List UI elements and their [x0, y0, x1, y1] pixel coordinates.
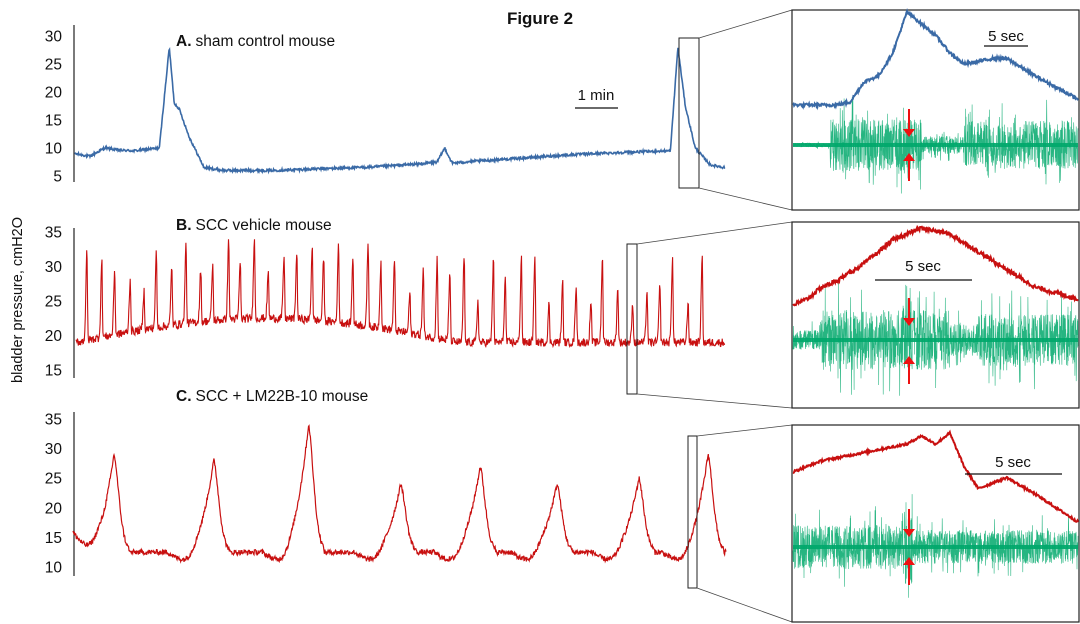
panel-b: B. SCC vehicle mouse 35 30 25 20 15 5 sec — [45, 217, 1080, 409]
panel-a-pressure-trace — [74, 47, 726, 175]
panel-c-letter: C. — [176, 388, 192, 405]
panel-c-y-tick-label: 10 — [45, 560, 63, 577]
panel-b-inset-arrows — [903, 298, 915, 384]
panel-c-pressure-trace — [72, 424, 727, 564]
panel-b-inset-frame — [791, 221, 1080, 409]
panel-a-letter: A. — [176, 33, 192, 50]
panel-a-y-tick-label: 25 — [45, 57, 62, 74]
down-arrow-head — [903, 529, 915, 537]
panel-a-y-tick-label: 15 — [45, 113, 62, 130]
panel-a-inset-arrows — [903, 109, 915, 181]
panel-c-label: C. SCC + LM22B-10 mouse — [176, 388, 368, 405]
panel-a: A. sham control mouse 30 25 20 15 10 5 1 min 5… — [45, 7, 1080, 211]
panel-b-inset-pressure-trace — [792, 224, 1079, 307]
panel-c-zoom-box — [687, 435, 698, 589]
panel-b-zoom-connector-top — [636, 221, 793, 245]
panel-b-zoom-connector-bottom — [636, 393, 793, 409]
panel-a-inset-scale-bar-label: 5 sec — [988, 28, 1024, 45]
up-arrow-head — [903, 557, 915, 565]
panel-c-inset-emg-trace — [792, 494, 1079, 598]
panel-b-label: B. SCC vehicle mouse — [176, 217, 332, 234]
panel-a-zoom-connector-top — [698, 9, 793, 39]
panel-a-label: A. sham control mouse — [176, 33, 335, 50]
panel-a-zoom-connector-bottom — [698, 187, 793, 211]
panel-b-y-tick-label: 15 — [45, 363, 62, 380]
panel-c-y-tick-label: 15 — [45, 530, 62, 547]
panel-a-y-tick-label: 10 — [45, 141, 63, 158]
panel-b-y-tick-label: 35 — [45, 225, 62, 242]
panel-c-zoom-connector-top — [696, 424, 793, 437]
panel-a-inset-frame — [791, 9, 1080, 211]
y-axis-label: bladder pressure, cmH2O — [10, 217, 26, 383]
panel-c-y-tick-label: 25 — [45, 471, 62, 488]
panel-c-title: SCC + LM22B-10 mouse — [196, 388, 369, 405]
down-arrow-head — [903, 129, 915, 137]
panel-b-title: SCC vehicle mouse — [196, 217, 332, 234]
panel-a-title: sham control mouse — [196, 33, 336, 50]
up-arrow-head — [903, 153, 915, 161]
panel-a-inset-pressure-trace — [792, 7, 1079, 111]
panel-b-pressure-trace — [75, 239, 726, 349]
panel-a-y-ticks: 30 25 20 15 10 5 — [45, 29, 63, 186]
panel-c-y-ticks: 35 30 25 20 15 10 — [45, 412, 63, 577]
down-arrow-head — [903, 318, 915, 326]
panel-c-y-tick-label: 20 — [45, 500, 63, 517]
figure-title: Figure 2 — [507, 9, 573, 28]
panel-b-letter: B. — [176, 217, 192, 234]
panel-b-zoom-box — [626, 243, 638, 395]
up-arrow-head — [903, 356, 915, 364]
panel-a-y-tick-label: 5 — [53, 169, 62, 186]
panel-c-y-tick-label: 35 — [45, 412, 62, 429]
panel-b-y-ticks: 35 30 25 20 15 — [45, 225, 63, 380]
panel-c: C. SCC + LM22B-10 mouse 35 30 25 20 15 10 5 se… — [45, 388, 1080, 623]
panel-b-y-tick-label: 25 — [45, 294, 62, 311]
emg-signal — [792, 283, 1079, 396]
panel-b-inset-scale-bar-label: 5 sec — [905, 258, 941, 275]
panel-a-scale-bar-label: 1 min — [578, 87, 615, 104]
panel-a-zoom-box — [678, 37, 700, 189]
panel-a-inset-emg-trace — [792, 95, 1079, 194]
panel-c-inset-frame — [791, 424, 1080, 623]
panel-b-y-tick-label: 30 — [45, 259, 63, 276]
panel-c-inset-scale-bar-label: 5 sec — [995, 454, 1031, 471]
panel-a-y-tick-label: 20 — [45, 85, 63, 102]
panel-c-zoom-connector-bottom — [696, 587, 793, 623]
panel-a-y-tick-label: 30 — [45, 29, 63, 46]
panel-c-inset-pressure-trace — [792, 429, 1079, 523]
panel-c-y-tick-label: 30 — [45, 441, 63, 458]
panel-b-inset-emg-trace — [792, 283, 1079, 396]
panel-c-inset-arrows — [903, 509, 915, 585]
panel-b-y-tick-label: 20 — [45, 328, 63, 345]
